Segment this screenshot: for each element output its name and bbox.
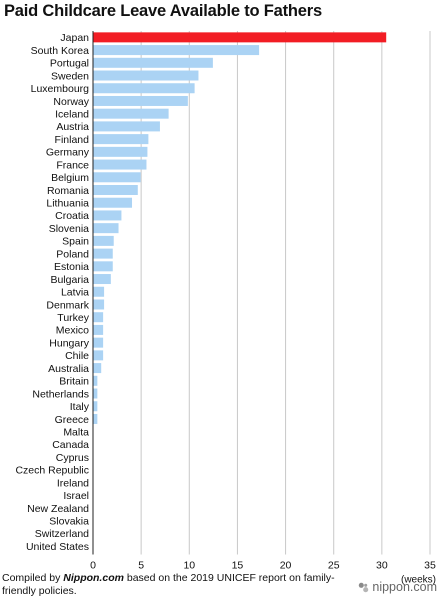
bar (93, 83, 195, 94)
bar (93, 121, 160, 132)
category-label: Mexico (56, 325, 89, 337)
category-label: Spain (62, 236, 89, 248)
bar (93, 134, 149, 145)
category-label: Belgium (51, 172, 89, 184)
category-label: Slovenia (49, 223, 89, 235)
category-label: Poland (56, 248, 89, 260)
category-label: Malta (63, 426, 89, 438)
bar (93, 375, 98, 386)
bar (93, 350, 104, 361)
category-label: Czech Republic (15, 465, 89, 477)
bar (93, 223, 119, 234)
chart-title: Paid Childcare Leave Available to Father… (4, 2, 322, 20)
bar (93, 261, 113, 272)
category-label: United States (26, 541, 89, 553)
category-label: France (56, 159, 89, 171)
category-label: Norway (53, 96, 89, 108)
bar (93, 299, 105, 310)
category-label: Luxembourg (31, 83, 90, 95)
bar (93, 108, 169, 119)
category-label: Hungary (49, 337, 89, 349)
footer-suffix: based on the 2019 UNICEF report on famil… (2, 572, 335, 597)
x-tick-label: 35 (424, 560, 436, 572)
bar (93, 210, 122, 221)
category-label: Greece (55, 414, 90, 426)
bar (93, 401, 98, 412)
bar (93, 70, 199, 81)
bar (93, 32, 387, 43)
category-label: New Zealand (27, 503, 89, 515)
bar (93, 388, 98, 399)
grid-lines (92, 31, 431, 555)
x-tick-label: 15 (232, 560, 244, 572)
nippon-logo: nippon.com (358, 580, 437, 594)
category-label: Netherlands (32, 388, 89, 400)
footer-prefix: Compiled by (2, 572, 64, 584)
category-label: Denmark (46, 299, 89, 311)
category-label: Latvia (61, 287, 89, 299)
category-label: South Korea (31, 45, 90, 57)
bar (93, 45, 260, 56)
bar (93, 413, 98, 424)
bar (93, 197, 133, 208)
category-label: Estonia (54, 261, 89, 273)
x-tick-label: 25 (328, 560, 340, 572)
category-label: Portugal (50, 58, 89, 70)
category-label: Cyprus (56, 452, 89, 464)
category-label: Switzerland (35, 528, 89, 540)
bar (93, 363, 102, 374)
category-label: Chile (65, 350, 89, 362)
category-label: Britain (59, 376, 89, 388)
bar (93, 274, 111, 285)
bar (93, 172, 141, 183)
category-label: Sweden (51, 70, 89, 82)
bar (93, 57, 213, 68)
bar (93, 286, 105, 297)
logo-text: nippon.com (372, 580, 437, 594)
category-label: Austria (56, 121, 89, 133)
x-tick-label: 20 (280, 560, 292, 572)
bar (93, 337, 104, 348)
category-label: Lithuania (46, 198, 89, 210)
category-label: Japan (60, 32, 89, 44)
x-tick-label: 5 (138, 560, 144, 572)
category-label: Canada (52, 439, 89, 451)
nippon-logo-icon (359, 582, 369, 592)
bar (93, 248, 113, 259)
bars (93, 32, 387, 424)
category-label: Israel (63, 490, 89, 502)
bar (93, 159, 147, 170)
bar (93, 146, 148, 157)
category-label: Finland (55, 134, 90, 146)
category-label: Croatia (55, 210, 89, 222)
footer-note: Compiled by Nippon.com based on the 2019… (2, 572, 342, 598)
category-label: Slovakia (49, 516, 89, 528)
bar (93, 235, 114, 246)
x-tick-label: 0 (90, 560, 96, 572)
category-label: Australia (48, 363, 89, 375)
bar (93, 324, 104, 335)
bar (93, 185, 138, 195)
category-label: Ireland (57, 477, 89, 489)
x-tick-label: 30 (376, 560, 388, 572)
tick-labels: 0 5 10 15 20 25 30 35 (90, 560, 436, 572)
x-tick-label: 10 (183, 560, 195, 572)
bar (93, 95, 188, 106)
unit-label: (weeks) (401, 575, 436, 586)
bar (93, 312, 104, 323)
category-label: Iceland (55, 108, 89, 120)
category-label: Bulgaria (50, 274, 89, 286)
category-label: Italy (70, 401, 90, 413)
category-label: Germany (46, 147, 90, 159)
category-label: Romania (47, 185, 89, 197)
footer-source: Nippon.com (63, 572, 124, 584)
category-label: Turkey (57, 312, 89, 324)
